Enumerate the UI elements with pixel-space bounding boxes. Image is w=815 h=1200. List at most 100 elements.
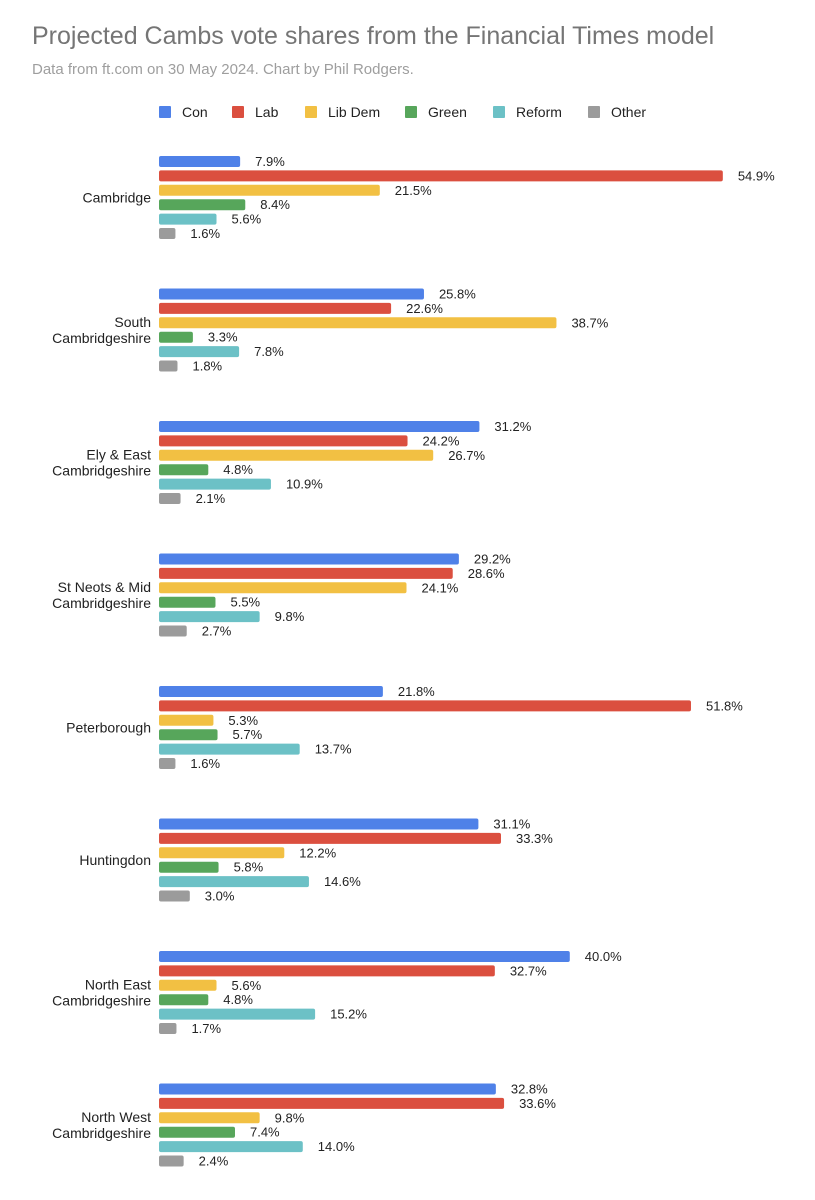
category-label-north-west-cambridgeshire-line1: North West [81, 1109, 151, 1125]
data-label-huntingdon-con: 31.1% [493, 817, 530, 832]
legend-swatch-lab [232, 106, 244, 118]
data-label-north-east-cambridgeshire-green: 4.8% [223, 992, 253, 1007]
category-label-st-neots-mid-cambridgeshire-line2: Cambridgeshire [52, 595, 151, 611]
data-label-peterborough-con: 21.8% [398, 684, 435, 699]
bar-st-neots-mid-cambridgeshire-other [159, 625, 187, 637]
bar-south-cambridgeshire-con [159, 288, 424, 300]
legend-swatch-other [588, 106, 600, 118]
bar-ely-east-cambridgeshire-other [159, 493, 181, 504]
data-label-north-east-cambridgeshire-con: 40.0% [585, 949, 622, 964]
category-label-ely-east-cambridgeshire-line1: Ely & East [86, 447, 151, 463]
data-label-huntingdon-lab: 33.3% [516, 831, 553, 846]
bar-north-west-cambridgeshire-con [159, 1083, 496, 1095]
category-label-north-west-cambridgeshire-line2: Cambridgeshire [52, 1125, 151, 1141]
data-label-huntingdon-green: 5.8% [234, 860, 264, 875]
data-label-south-cambridgeshire-other: 1.8% [192, 359, 222, 374]
category-label-north-east-cambridgeshire-line2: Cambridgeshire [52, 993, 151, 1009]
legend-label-reform: Reform [516, 104, 562, 120]
legend-swatch-green [405, 106, 417, 118]
bar-north-east-cambridgeshire-green [159, 994, 209, 1006]
data-label-huntingdon-lib-dem: 12.2% [299, 845, 336, 860]
data-label-north-east-cambridgeshire-reform: 15.2% [330, 1007, 367, 1022]
bar-huntingdon-con [159, 818, 479, 830]
data-label-st-neots-mid-cambridgeshire-other: 2.7% [202, 624, 232, 639]
bar-huntingdon-lib-dem [159, 847, 285, 859]
data-label-ely-east-cambridgeshire-lib-dem: 26.7% [448, 448, 485, 463]
data-label-north-east-cambridgeshire-lib-dem: 5.6% [232, 978, 262, 993]
bar-cambridge-lab [159, 170, 723, 182]
data-label-huntingdon-reform: 14.6% [324, 874, 361, 889]
chart-subtitle: Data from ft.com on 30 May 2024. Chart b… [32, 61, 414, 78]
bar-peterborough-other [159, 758, 176, 769]
bar-st-neots-mid-cambridgeshire-reform [159, 611, 260, 623]
legend-swatch-reform [493, 106, 505, 118]
bar-north-east-cambridgeshire-con [159, 951, 570, 962]
bar-north-west-cambridgeshire-lib-dem [159, 1112, 260, 1124]
data-label-cambridge-lib-dem: 21.5% [395, 183, 432, 198]
bar-cambridge-reform [159, 213, 217, 225]
data-label-north-west-cambridgeshire-green: 7.4% [250, 1125, 280, 1140]
bar-ely-east-cambridgeshire-con [159, 421, 480, 432]
data-label-st-neots-mid-cambridgeshire-lib-dem: 24.1% [422, 580, 459, 595]
category-label-north-east-cambridgeshire-line1: North East [85, 977, 151, 993]
bar-ely-east-cambridgeshire-lib-dem [159, 449, 434, 461]
category-label-south-cambridgeshire-line2: Cambridgeshire [52, 330, 151, 346]
bar-north-west-cambridgeshire-green [159, 1126, 235, 1138]
legend-swatch-con [159, 106, 171, 118]
data-label-peterborough-lab: 51.8% [706, 698, 743, 713]
data-label-st-neots-mid-cambridgeshire-green: 5.5% [230, 595, 260, 610]
bar-peterborough-reform [159, 743, 300, 755]
chart-title: Projected Cambs vote shares from the Fin… [32, 22, 715, 50]
legend-label-lab: Lab [255, 104, 279, 120]
data-label-cambridge-green: 8.4% [260, 197, 290, 212]
legend-swatch-lib-dem [305, 106, 317, 118]
bar-st-neots-mid-cambridgeshire-con [159, 553, 459, 565]
data-label-cambridge-lab: 54.9% [738, 168, 775, 183]
data-label-south-cambridgeshire-con: 25.8% [439, 287, 476, 302]
data-label-peterborough-other: 1.6% [190, 756, 220, 771]
bar-north-east-cambridgeshire-other [159, 1023, 177, 1034]
bar-huntingdon-green [159, 861, 219, 873]
data-label-peterborough-lib-dem: 5.3% [228, 713, 258, 728]
data-label-ely-east-cambridgeshire-con: 31.2% [494, 419, 531, 434]
data-label-ely-east-cambridgeshire-lab: 24.2% [423, 433, 460, 448]
data-label-south-cambridgeshire-green: 3.3% [208, 330, 238, 345]
data-label-cambridge-other: 1.6% [190, 226, 220, 241]
bar-ely-east-cambridgeshire-reform [159, 478, 271, 490]
bar-ely-east-cambridgeshire-lab [159, 435, 408, 447]
bar-cambridge-other [159, 228, 176, 239]
data-label-st-neots-mid-cambridgeshire-lab: 28.6% [468, 566, 505, 581]
data-label-ely-east-cambridgeshire-reform: 10.9% [286, 477, 323, 492]
category-label-south-cambridgeshire-line1: South [114, 314, 151, 330]
data-label-north-west-cambridgeshire-lib-dem: 9.8% [275, 1110, 305, 1125]
bar-south-cambridgeshire-reform [159, 346, 240, 358]
legend-label-lib-dem: Lib Dem [328, 104, 380, 120]
bar-cambridge-lib-dem [159, 184, 380, 196]
category-label-st-neots-mid-cambridgeshire-line1: St Neots & Mid [58, 579, 151, 595]
data-label-cambridge-reform: 5.6% [232, 212, 262, 227]
data-label-south-cambridgeshire-lab: 22.6% [406, 301, 443, 316]
bar-huntingdon-other [159, 890, 190, 902]
bar-cambridge-con [159, 156, 241, 167]
bar-peterborough-lib-dem [159, 714, 214, 726]
bar-st-neots-mid-cambridgeshire-lab [159, 567, 453, 579]
bar-ely-east-cambridgeshire-green [159, 464, 209, 476]
category-label-huntingdon: Huntingdon [79, 852, 151, 868]
data-label-south-cambridgeshire-lib-dem: 38.7% [571, 315, 608, 330]
plot-area: Cambridge7.9%54.9%21.5%8.4%5.6%1.6%South… [52, 154, 775, 1169]
data-label-huntingdon-other: 3.0% [205, 889, 235, 904]
bar-huntingdon-lab [159, 832, 501, 844]
bar-peterborough-green [159, 729, 218, 741]
bar-south-cambridgeshire-other [159, 360, 178, 372]
bar-north-west-cambridgeshire-lab [159, 1097, 505, 1109]
data-label-peterborough-reform: 13.7% [315, 742, 352, 757]
bar-peterborough-lab [159, 700, 691, 712]
data-label-north-west-cambridgeshire-con: 32.8% [511, 1082, 548, 1097]
bar-st-neots-mid-cambridgeshire-green [159, 596, 216, 608]
data-label-north-west-cambridgeshire-other: 2.4% [199, 1154, 229, 1169]
data-label-st-neots-mid-cambridgeshire-con: 29.2% [474, 552, 511, 567]
legend-label-other: Other [611, 104, 646, 120]
data-label-ely-east-cambridgeshire-other: 2.1% [196, 491, 226, 506]
bar-huntingdon-reform [159, 876, 309, 888]
